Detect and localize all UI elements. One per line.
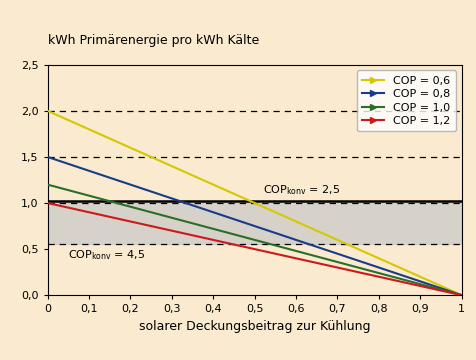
- Bar: [48, 201, 462, 244]
- X-axis label: solarer Deckungsbeitrag zur Kühlung: solarer Deckungsbeitrag zur Kühlung: [139, 320, 370, 333]
- Text: kWh Primärenergie pro kWh Kälte: kWh Primärenergie pro kWh Kälte: [48, 34, 259, 47]
- Legend: COP = 0,6, COP = 0,8, COP = 1,0, COP = 1,2: COP = 0,6, COP = 0,8, COP = 1,0, COP = 1…: [357, 70, 456, 131]
- Text: COP$_{\mathregular{konv}}$ = 4,5: COP$_{\mathregular{konv}}$ = 4,5: [69, 248, 146, 262]
- Text: COP$_{\mathregular{konv}}$ = 2,5: COP$_{\mathregular{konv}}$ = 2,5: [263, 183, 340, 197]
